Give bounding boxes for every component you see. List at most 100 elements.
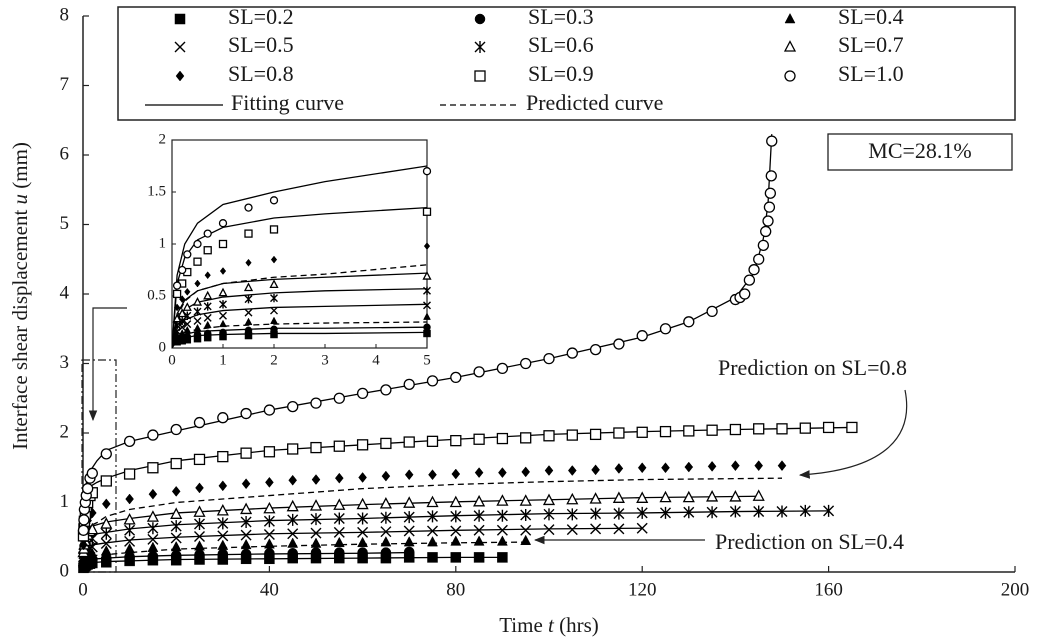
y-tick-label: 6: [60, 143, 70, 164]
data-point: [333, 512, 345, 525]
data-point: [706, 490, 719, 502]
data-point: [731, 460, 740, 472]
data-point: [171, 485, 181, 497]
legend-marker: [174, 13, 186, 25]
data-point: [729, 423, 742, 436]
data-point: [566, 492, 579, 505]
data-point: [172, 289, 182, 299]
data-point: [333, 392, 345, 404]
data-point: [765, 170, 777, 182]
data-point: [178, 265, 187, 275]
legend-label: SL=0.7: [838, 32, 904, 57]
legend-label: Predicted curve: [526, 90, 663, 115]
y-tick-label: 7: [60, 74, 70, 95]
data-point: [450, 434, 462, 447]
data-point: [218, 239, 228, 249]
data-point: [748, 264, 760, 276]
data-point: [754, 460, 764, 472]
data-point: [743, 274, 756, 286]
y-label-part: Interface shear displacement: [8, 204, 32, 449]
data-point: [217, 530, 229, 542]
data-point: [566, 524, 578, 536]
data-point: [265, 476, 274, 488]
data-point: [521, 466, 531, 478]
data-point: [496, 432, 509, 445]
data-point: [216, 503, 229, 516]
data-point: [474, 467, 484, 479]
annotation: MC=28.1%: [868, 138, 971, 163]
data-point: [776, 423, 788, 435]
legend-box: [117, 6, 1016, 121]
data-point: [147, 541, 159, 552]
data-point: [823, 504, 835, 517]
data-point: [762, 215, 774, 227]
data-point: [473, 524, 485, 536]
data-point: [473, 494, 486, 507]
inset-x-tick-label: 5: [423, 352, 431, 368]
data-point: [403, 496, 416, 508]
data-point: [263, 446, 276, 458]
data-point: [764, 187, 776, 199]
data-point: [543, 430, 555, 442]
data-point: [269, 196, 279, 205]
data-point: [566, 429, 578, 441]
y-tick-label: 8: [60, 4, 70, 25]
inset-x-tick-label: 0: [168, 352, 176, 368]
data-point: [333, 440, 345, 452]
data-point: [450, 552, 462, 563]
data-point: [203, 313, 212, 322]
data-point: [287, 528, 299, 540]
data-point: [287, 547, 298, 559]
data-point: [244, 326, 253, 335]
data-point: [612, 491, 625, 503]
data-point: [172, 313, 182, 323]
data-point: [543, 524, 555, 536]
inset-y-tick-label: 1.5: [147, 183, 166, 199]
data-point: [427, 552, 438, 563]
data-point: [170, 532, 182, 544]
data-point: [356, 497, 369, 510]
data-point: [822, 421, 835, 434]
legend-marker: [784, 70, 796, 82]
data-point: [310, 441, 322, 454]
data-point: [194, 518, 205, 531]
data-point: [706, 305, 718, 318]
data-point: [428, 469, 437, 481]
y-axis-label: Interface shear displacement u (mm): [8, 142, 32, 450]
data-point: [520, 534, 532, 545]
data-point: [636, 522, 648, 534]
x-label-part: t: [548, 613, 555, 637]
data-point: [240, 502, 253, 515]
data-point: [124, 543, 136, 554]
data-point: [86, 467, 98, 479]
data-point: [183, 320, 192, 329]
legend-marker: [175, 70, 185, 82]
data-point: [589, 492, 602, 504]
data-point: [310, 513, 322, 526]
data-point: [100, 475, 112, 487]
x-tick-label: 0: [78, 579, 88, 600]
data-point: [78, 514, 90, 526]
data-point: [519, 494, 532, 506]
legend-marker: [474, 13, 486, 25]
y-tick-label: 4: [60, 282, 70, 303]
y-tick-label: 5: [60, 213, 70, 234]
data-point: [204, 271, 211, 280]
data-point: [203, 302, 212, 311]
data-point: [146, 510, 159, 522]
data-point: [683, 506, 695, 519]
data-point: [183, 311, 192, 320]
data-point: [544, 465, 554, 476]
data-point: [173, 303, 181, 312]
data-point: [310, 537, 322, 548]
data-point: [423, 242, 431, 250]
zoom-arrow: [88, 307, 127, 422]
data-point: [270, 325, 278, 334]
data-point: [219, 311, 227, 320]
data-point: [203, 290, 213, 300]
data-point: [244, 294, 253, 304]
x-tick-label: 40: [260, 579, 279, 600]
data-point: [203, 246, 212, 255]
